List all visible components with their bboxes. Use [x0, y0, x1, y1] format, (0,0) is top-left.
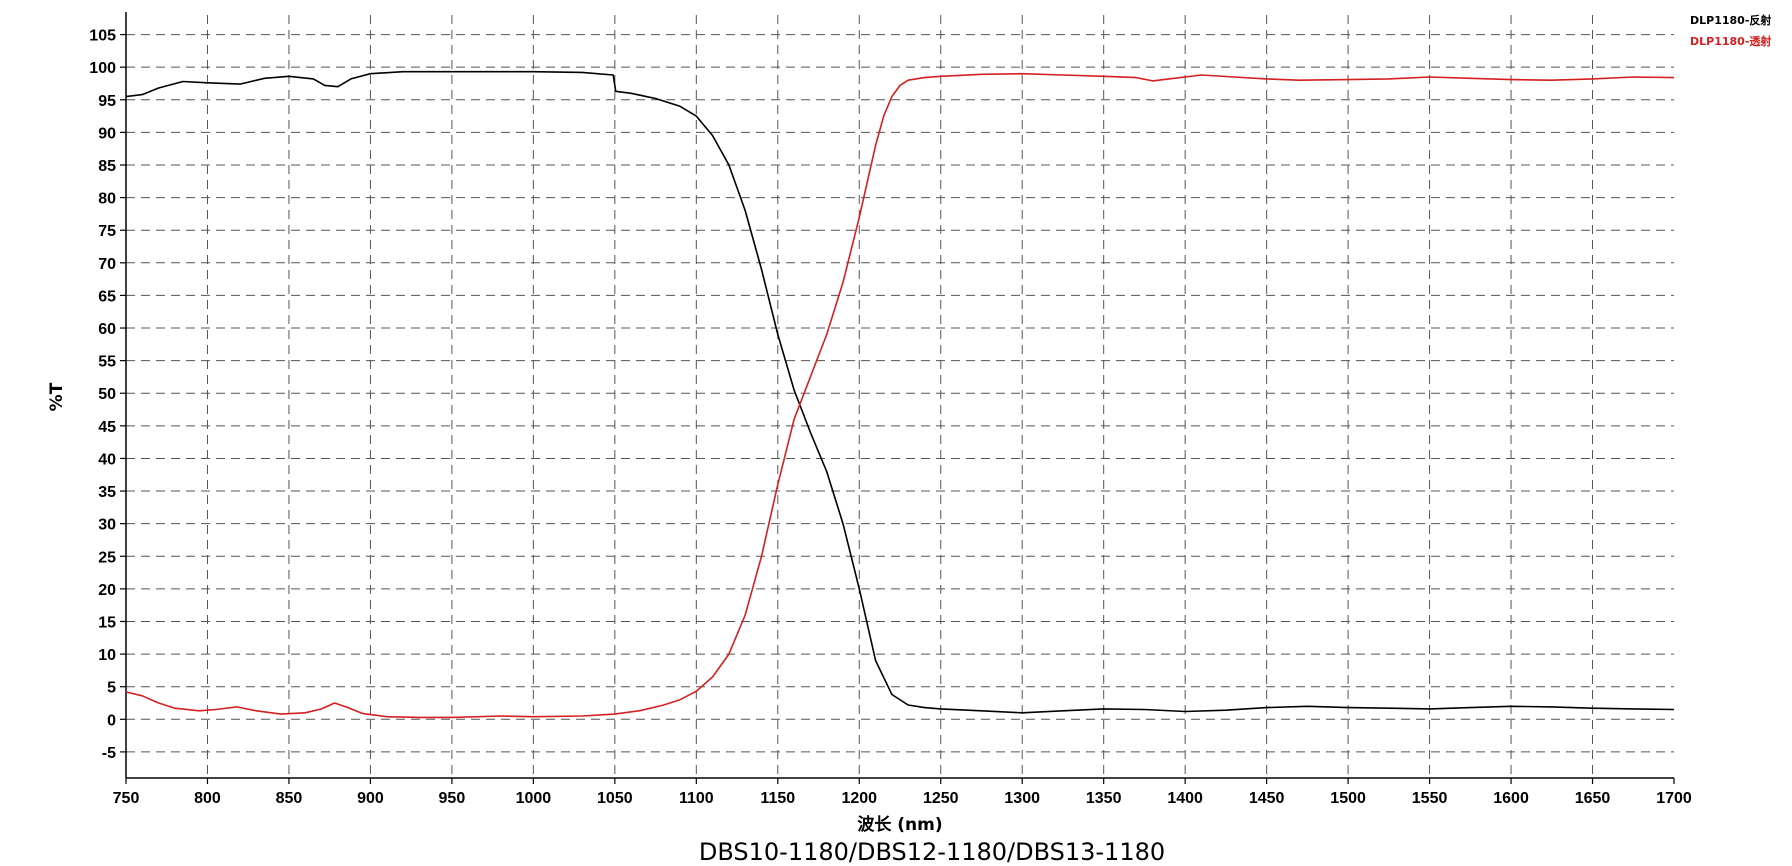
- y-tick-label: 50: [98, 386, 116, 403]
- y-tick-label: 90: [98, 125, 116, 142]
- y-axis-title: %T: [47, 382, 67, 411]
- y-tick-label: 80: [98, 191, 116, 208]
- x-tick-label: 850: [276, 790, 303, 807]
- x-tick-label: 1650: [1575, 790, 1611, 807]
- y-tick-label: 5: [107, 680, 116, 697]
- x-tick-label: 1500: [1330, 790, 1366, 807]
- y-tick-label: 40: [98, 451, 116, 468]
- x-tick-label: 950: [439, 790, 466, 807]
- y-tick-label: 75: [98, 223, 116, 240]
- x-tick-label: 1550: [1412, 790, 1448, 807]
- chart-caption: DBS10-1180/DBS12-1180/DBS13-1180: [699, 838, 1165, 866]
- x-tick-label: 1000: [516, 790, 552, 807]
- x-tick-label: 1300: [1004, 790, 1040, 807]
- x-tick-label: 1050: [597, 790, 633, 807]
- series-layer: [125, 70, 1675, 719]
- y-tick-label: 95: [98, 93, 116, 110]
- y-tick-label: 20: [98, 582, 116, 599]
- y-tick-label: 100: [89, 60, 116, 77]
- y-tick-label: 10: [98, 647, 116, 664]
- x-tick-label: 750: [113, 790, 140, 807]
- y-tick-label: 25: [98, 549, 116, 566]
- y-tick-label: 60: [98, 321, 116, 338]
- series-line-2: [125, 72, 1675, 719]
- x-axis-title: 波长 (nm): [857, 814, 942, 835]
- legend: DLP1180-反射 DLP1180-透射: [1690, 13, 1771, 48]
- x-tick-label: 1200: [841, 790, 877, 807]
- y-tick-label: -5: [102, 745, 116, 762]
- x-tick-label: 800: [194, 790, 221, 807]
- x-tick-label: 1450: [1249, 790, 1285, 807]
- x-tick-label: 1100: [679, 790, 714, 807]
- y-tick-label: 55: [98, 354, 116, 371]
- y-tick-label: 15: [98, 614, 116, 631]
- x-tick-label: 1700: [1656, 790, 1692, 807]
- legend-entry-1: DLP1180-反射: [1690, 13, 1771, 27]
- y-tick-label: 70: [98, 256, 116, 273]
- axis-layer: 750 800 850 900 950 1000 1050 1100 1150 1200 1250 1…: [89, 12, 1692, 807]
- y-tick-label: 45: [98, 419, 116, 436]
- x-tick-label: 1350: [1086, 790, 1122, 807]
- x-tick-label: 1150: [760, 790, 795, 807]
- x-tick-label: 900: [357, 790, 384, 807]
- legend-entry-2: DLP1180-透射: [1690, 34, 1771, 48]
- y-tick-label: 105: [89, 28, 116, 45]
- series-line-1: [125, 70, 1675, 714]
- y-tick-label: 65: [98, 288, 116, 305]
- x-tick-label: 1600: [1493, 790, 1529, 807]
- y-tick-label: 35: [98, 484, 116, 501]
- y-tick-label: 30: [98, 517, 116, 534]
- y-tick-label: 0: [107, 712, 116, 729]
- y-tick-label: 85: [98, 158, 116, 175]
- x-tick-label: 1400: [1167, 790, 1203, 807]
- grid-layer: [126, 15, 1674, 778]
- x-tick-label: 1250: [923, 790, 959, 807]
